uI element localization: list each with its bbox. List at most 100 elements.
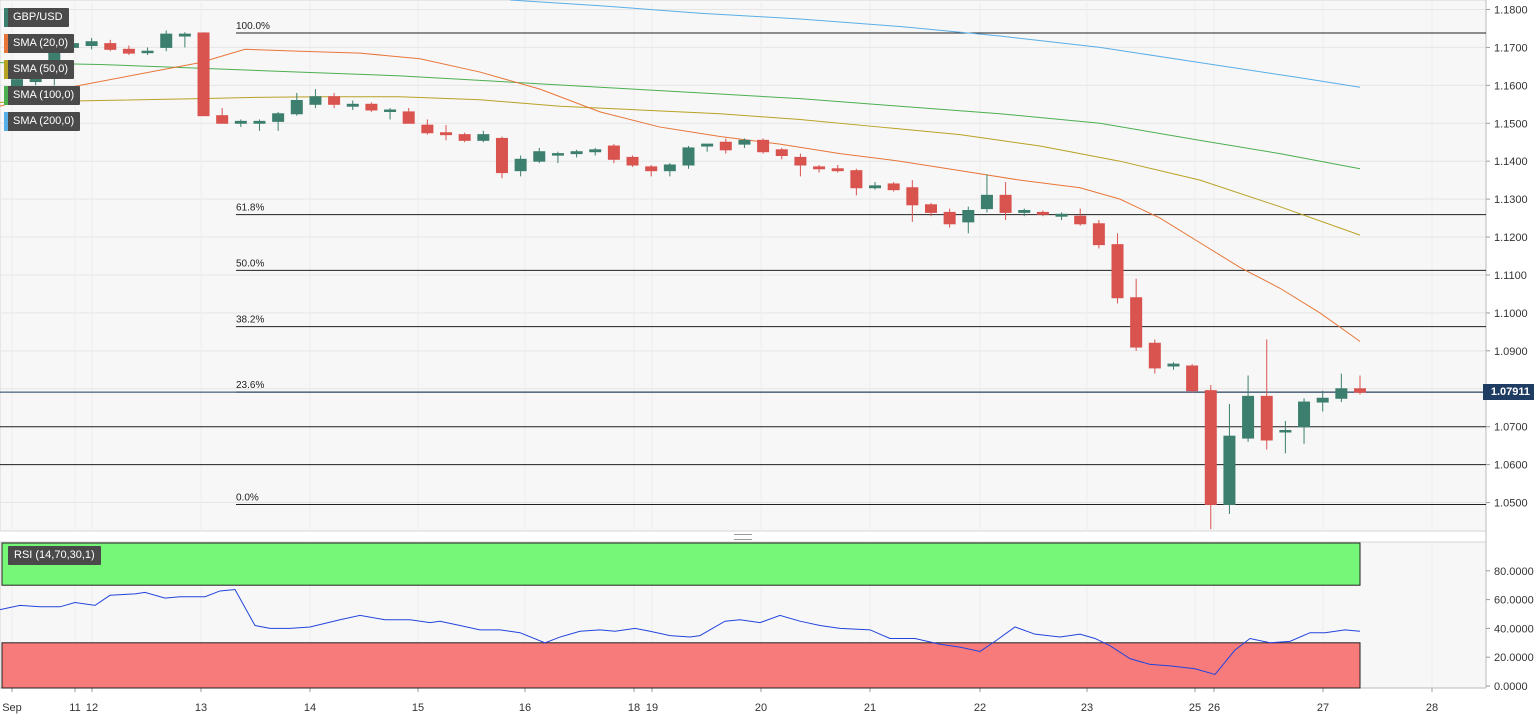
x-tick-label: 11 <box>69 702 80 714</box>
candle <box>701 143 714 152</box>
legend-item[interactable]: SMA (200,0) <box>4 112 81 131</box>
legend-item[interactable]: GBP/USD <box>4 8 69 27</box>
candle <box>775 147 788 160</box>
candle-body <box>645 166 658 172</box>
candle-body <box>421 124 434 134</box>
x-tick-label: 27 <box>1317 702 1329 714</box>
candle <box>346 100 359 110</box>
candle <box>813 164 826 173</box>
x-tick-label: 18 <box>628 702 640 714</box>
rsi-tick-label: 20.0000 <box>1494 652 1534 664</box>
candle-body <box>234 120 247 124</box>
rsi-tick-label: 80.0000 <box>1494 566 1534 578</box>
x-tick-label: 20 <box>755 702 767 714</box>
candle <box>272 111 285 131</box>
candle <box>645 164 658 177</box>
candle <box>906 180 919 222</box>
candle <box>1298 398 1311 444</box>
candle-body <box>1111 244 1124 299</box>
x-tick-label: 13 <box>195 702 207 714</box>
candle-body <box>906 187 919 206</box>
candle-body <box>1148 342 1161 369</box>
candle <box>682 146 695 169</box>
price-tick-label: 1.1300 <box>1494 194 1528 206</box>
candle-body <box>626 156 639 166</box>
candle-body <box>663 164 676 172</box>
candle-body <box>216 115 229 124</box>
candle <box>1074 208 1087 226</box>
candle <box>757 138 770 154</box>
candle-body <box>850 170 863 189</box>
legend-item[interactable]: SMA (20,0) <box>4 34 75 53</box>
legend-swatch <box>4 112 8 131</box>
candle-body <box>477 134 490 141</box>
candle <box>216 108 229 124</box>
candle <box>440 125 453 141</box>
price-pane-bg <box>0 0 1487 532</box>
fib-level-label: 38.2% <box>236 315 264 326</box>
x-tick-label: 22 <box>974 702 986 714</box>
candle <box>85 37 98 50</box>
candle <box>551 151 564 164</box>
candle-body <box>794 156 807 166</box>
candle-body <box>458 134 471 141</box>
price-tick-label: 1.0600 <box>1494 460 1528 472</box>
candle-body <box>384 109 397 112</box>
candle-body <box>1074 215 1087 225</box>
candle <box>309 89 322 109</box>
candle <box>477 130 490 143</box>
candle-body <box>738 139 751 145</box>
rsi-overbought-zone <box>1 542 1361 586</box>
candle <box>365 102 378 112</box>
price-tick-label: 1.0700 <box>1494 422 1528 434</box>
candle <box>328 92 341 109</box>
candle-body <box>141 50 154 54</box>
candle-body <box>309 96 322 105</box>
legend-item[interactable]: SMA (100,0) <box>4 86 81 105</box>
candle-body <box>85 41 98 47</box>
candle-body <box>813 166 826 170</box>
candle-body <box>533 151 546 162</box>
candle <box>122 45 135 55</box>
rsi-oversold-zone <box>1 642 1361 689</box>
candle <box>1130 278 1143 351</box>
legend-label: GBP/USD <box>13 11 63 23</box>
candle-body <box>253 120 266 124</box>
pane-resize-handle[interactable] <box>734 534 752 540</box>
fib-level-label: 50.0% <box>236 258 264 269</box>
fib-level-label: 100.0% <box>236 21 270 32</box>
fib-level-label: 61.8% <box>236 203 264 214</box>
candle <box>1223 403 1236 514</box>
x-tick-label: 19 <box>646 702 658 714</box>
candle <box>1260 339 1273 450</box>
candle-body <box>1092 223 1105 246</box>
candle <box>253 119 266 131</box>
candle-body <box>570 151 583 155</box>
rsi-tick-label: 0.0000 <box>1494 681 1528 693</box>
candle <box>589 147 602 156</box>
candle <box>850 168 863 196</box>
legend-item[interactable]: SMA (50,0) <box>4 60 75 79</box>
price-tick-label: 1.1500 <box>1494 118 1528 130</box>
candle-body <box>178 33 191 37</box>
candle-body <box>1186 365 1199 392</box>
candle-body <box>122 48 135 54</box>
candle <box>384 108 397 120</box>
candle-body <box>1055 213 1068 217</box>
candle <box>1204 384 1217 530</box>
candle <box>1092 219 1105 249</box>
candle-body <box>272 113 285 122</box>
x-tick-label: 15 <box>412 702 424 714</box>
legend-label: SMA (100,0) <box>13 89 75 101</box>
candle-body <box>1260 395 1273 441</box>
candle-body <box>290 100 303 115</box>
candle <box>962 206 975 234</box>
candle <box>234 119 247 128</box>
candle-body <box>1130 297 1143 348</box>
legend-swatch <box>4 60 8 79</box>
candle <box>869 182 882 190</box>
price-tick-label: 1.0900 <box>1494 346 1528 358</box>
candle-body <box>197 32 210 117</box>
price-tick-label: 1.0500 <box>1494 498 1528 510</box>
